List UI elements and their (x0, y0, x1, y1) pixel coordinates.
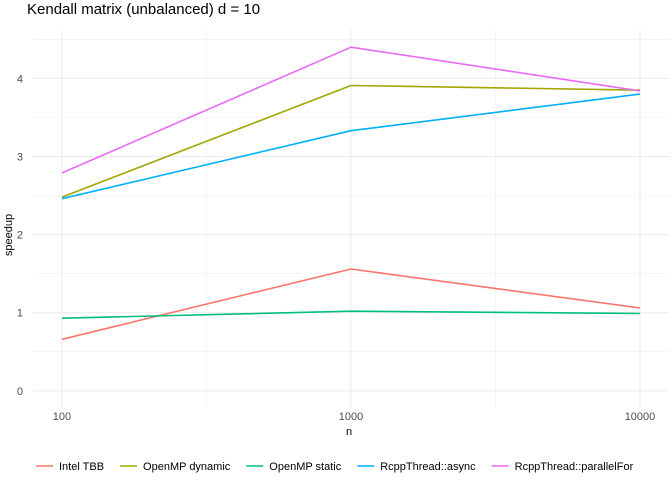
legend-label: Intel TBB (59, 461, 104, 473)
series-line (61, 93, 641, 200)
legend: Intel TBB OpenMP dynamic OpenMP static Rcpp… (36, 461, 634, 473)
series-lines (61, 46, 641, 341)
legend-item: RcppThread::parallelFor (491, 461, 634, 473)
legend-label: OpenMP dynamic (143, 461, 231, 473)
x-tick-labels: 100 1000 10000 (53, 411, 656, 423)
legend-item: OpenMP static (246, 461, 342, 473)
legend-label: RcppThread::parallelFor (515, 461, 634, 473)
legend-label: OpenMP static (269, 461, 341, 473)
y-tick-label: 0 (17, 386, 23, 398)
legend-item: OpenMP dynamic (120, 461, 231, 473)
x-axis-title: n (346, 426, 352, 438)
y-tick-label: 2 (17, 230, 23, 242)
series-line (61, 46, 641, 174)
x-tick-label: 10000 (625, 411, 656, 423)
legend-item: Intel TBB (36, 461, 104, 473)
chart-title: Kendall matrix (unbalanced) d = 10 (27, 1, 260, 18)
y-tick-label: 1 (17, 308, 23, 320)
y-tick-label: 3 (17, 152, 23, 164)
series-line (61, 310, 641, 319)
grid-lines (33, 30, 669, 408)
y-tick-label: 4 (17, 73, 23, 85)
y-tick-labels: 0 1 2 3 4 (17, 73, 23, 397)
legend-label: RcppThread::async (380, 461, 476, 473)
x-tick-label: 1000 (339, 411, 363, 423)
series-line (61, 84, 641, 198)
x-tick-label: 100 (53, 411, 71, 423)
legend-item: RcppThread::async (357, 461, 476, 473)
y-axis-title: speedup (3, 214, 15, 256)
